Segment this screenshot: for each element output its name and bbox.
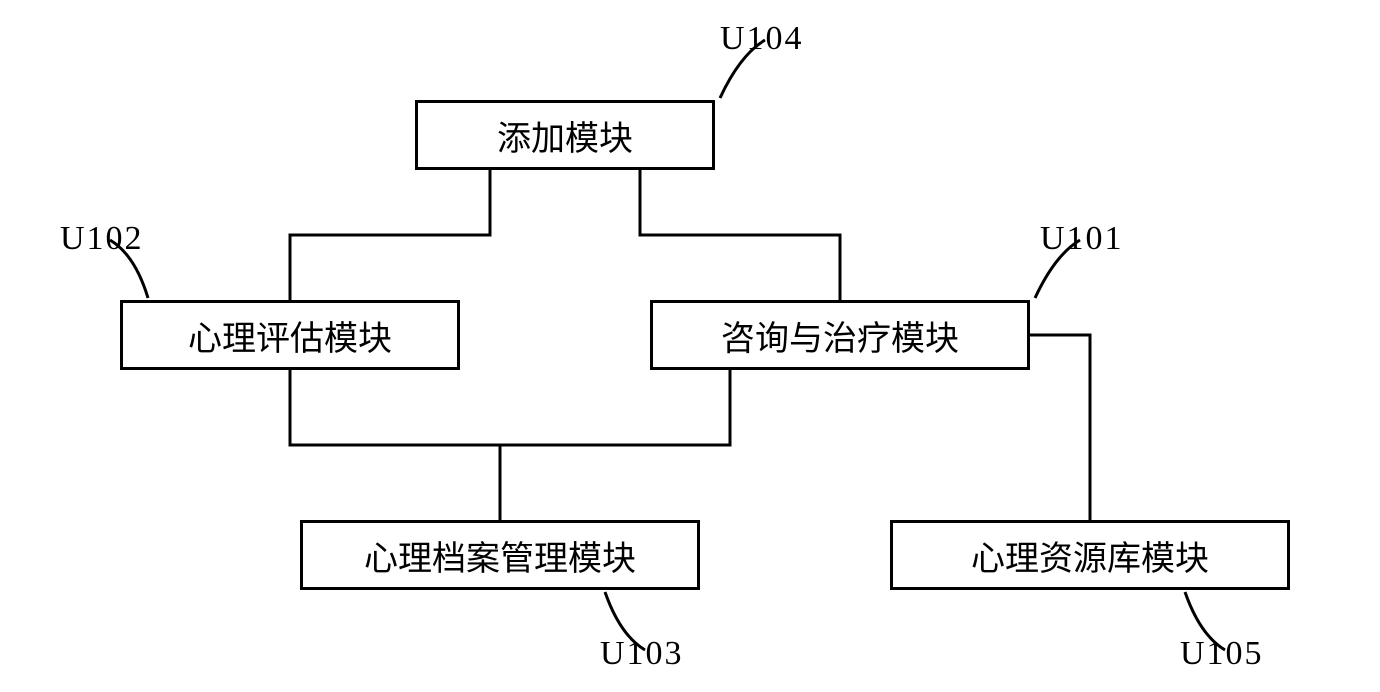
node-u105-label: 心理资源库模块 — [971, 531, 1209, 580]
ref-u104: U104 — [720, 20, 804, 58]
node-u104: 添加模块 — [415, 100, 715, 170]
ref-u105: U105 — [1180, 635, 1264, 673]
ref-u102: U102 — [60, 220, 144, 258]
node-u102-label: 心理评估模块 — [188, 311, 392, 360]
node-u102: 心理评估模块 — [120, 300, 460, 370]
node-u101-label: 咨询与治疗模块 — [721, 311, 959, 360]
ref-u101: U101 — [1040, 220, 1124, 258]
ref-u103: U103 — [600, 635, 684, 673]
node-u101: 咨询与治疗模块 — [650, 300, 1030, 370]
node-u104-label: 添加模块 — [497, 111, 633, 160]
node-u103-label: 心理档案管理模块 — [364, 531, 636, 580]
node-u105: 心理资源库模块 — [890, 520, 1290, 590]
node-u103: 心理档案管理模块 — [300, 520, 700, 590]
